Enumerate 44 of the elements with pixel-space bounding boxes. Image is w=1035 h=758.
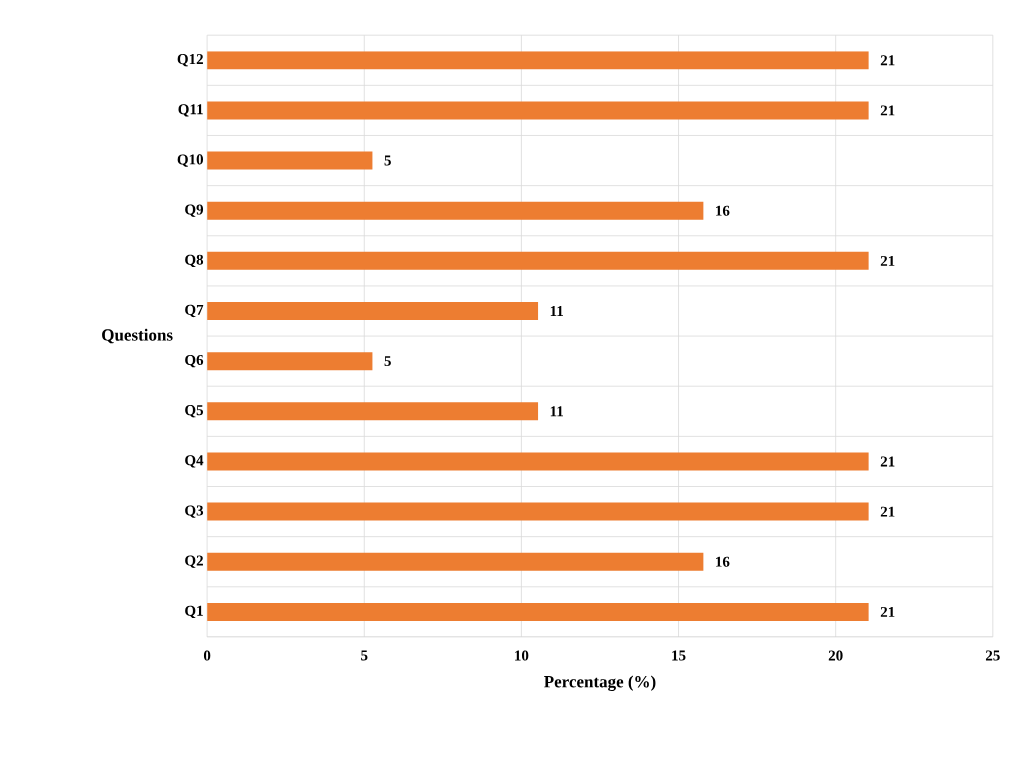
bar [207, 51, 869, 70]
y-tick-label: Q10 [177, 154, 204, 167]
y-tick-label: Q3 [185, 505, 204, 518]
data-label: 11 [550, 406, 563, 417]
bar [207, 352, 373, 371]
data-label: 5 [384, 155, 391, 166]
bar [207, 402, 539, 421]
y-tick-label: Q6 [185, 354, 204, 368]
data-label: 16 [716, 205, 730, 216]
x-tick-label: 0 [203, 650, 211, 661]
y-tick-label: Q7 [185, 304, 204, 318]
y-tick-label: Q4 [185, 455, 204, 468]
x-tick-label: 10 [515, 650, 529, 661]
x-axis-title: Percentage (%) [544, 675, 656, 691]
y-axis-title: Questions [102, 328, 173, 344]
data-label: 21 [880, 105, 895, 116]
bar [207, 452, 869, 471]
data-label: 21 [880, 606, 895, 617]
x-tick-label: 15 [672, 650, 686, 661]
y-tick-label: Q9 [185, 204, 204, 217]
bar [207, 151, 373, 170]
bar [207, 502, 869, 521]
y-tick-label: Q11 [178, 104, 203, 117]
y-tick-label: Q5 [185, 405, 204, 418]
bar [207, 602, 869, 621]
y-tick-label: Q12 [177, 54, 203, 67]
bar [207, 251, 869, 270]
y-tick-label: Q2 [185, 555, 203, 568]
data-label: 21 [880, 456, 895, 467]
data-label: 5 [384, 356, 391, 367]
x-tick-label: 20 [828, 650, 843, 661]
x-tick-label: 25 [985, 650, 1000, 661]
data-label: 21 [880, 55, 895, 66]
data-label: 16 [716, 556, 730, 567]
bar [207, 552, 704, 571]
data-label: 21 [880, 506, 895, 517]
bar [207, 301, 539, 320]
data-label: 11 [550, 306, 563, 316]
bar [207, 201, 704, 220]
data-label: 21 [880, 255, 895, 266]
y-tick-label: Q1 [185, 605, 203, 619]
y-tick-label: Q8 [185, 254, 204, 267]
bar [207, 101, 869, 120]
x-tick-label: 5 [361, 650, 368, 661]
